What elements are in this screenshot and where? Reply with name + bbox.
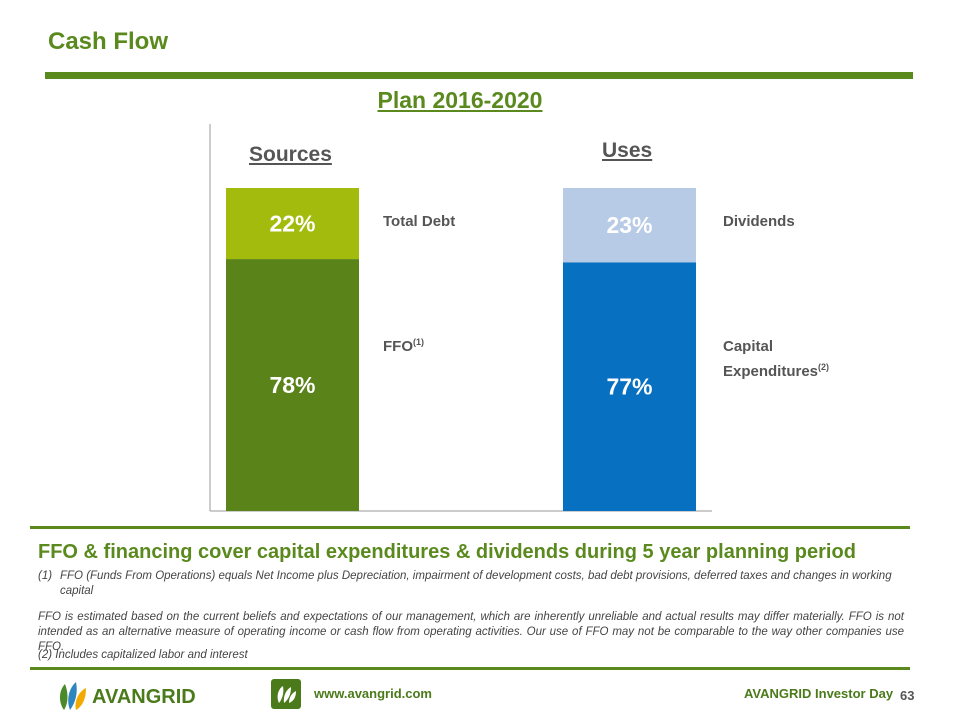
page-title: Cash Flow	[48, 28, 169, 55]
ffo-disclaimer: FFO is estimated based on the current be…	[38, 611, 904, 653]
footer-event-name: AVANGRID Investor Day	[744, 686, 894, 701]
bar-segment-dividends	[563, 188, 696, 263]
data-label-capital-expenditures: 77%	[606, 374, 652, 400]
bar-segment-ffo	[226, 259, 359, 511]
section-divider	[30, 526, 910, 529]
category-label-uses: Uses	[602, 139, 653, 162]
legend-label-capex: Capital Expenditures(2)	[723, 338, 830, 380]
footnote-1-marker: (1)	[38, 570, 53, 582]
avangrid-small-icon	[271, 679, 301, 709]
plan-title: Plan 2016-2020	[377, 87, 543, 113]
legend-label-total-debt: Total Debt	[383, 213, 456, 230]
title-divider	[45, 72, 913, 79]
footer-url-link[interactable]: www.avangrid.com	[314, 686, 432, 701]
footer-divider	[30, 667, 910, 670]
footnote-1-text: FFO (Funds From Operations) equals Net I…	[60, 570, 892, 597]
footnote-2: (2) Includes capitalized labor and inter…	[38, 649, 248, 661]
footnote-1: (1) FFO (Funds From Operations) equals N…	[38, 569, 908, 599]
data-label-dividends: 23%	[606, 212, 652, 238]
avangrid-logo: AVANGRID	[56, 676, 196, 716]
logo-text: AVANGRID	[92, 686, 196, 708]
legend-label-dividends: Dividends	[723, 213, 795, 230]
headline: FFO & financing cover capital expenditur…	[38, 541, 856, 563]
bar-segment-capital-expenditures	[563, 262, 696, 511]
avangrid-leaf-icon: AVANGRID	[59, 682, 196, 710]
bar-segment-total-debt	[226, 188, 359, 260]
legend-label-ffo: FFO(1)	[383, 337, 424, 355]
data-label-total-debt: 22%	[269, 211, 315, 237]
data-label-ffo: 78%	[269, 372, 315, 398]
page-number: 63	[900, 688, 915, 703]
category-label-sources: Sources	[249, 143, 332, 166]
